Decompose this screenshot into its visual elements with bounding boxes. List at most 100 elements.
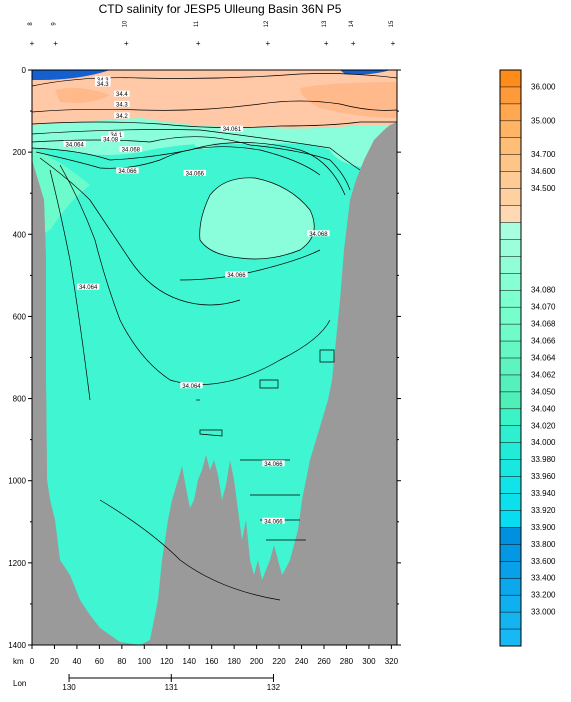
contour-label-bg bbox=[108, 131, 125, 138]
colorbar-swatch bbox=[500, 459, 521, 477]
station-number: 13 bbox=[322, 20, 328, 27]
station-marker: + bbox=[324, 39, 329, 48]
y-tick-label: 1000 bbox=[8, 477, 26, 486]
contour-label-bg bbox=[119, 146, 143, 153]
station-marker: + bbox=[351, 39, 356, 48]
colorbar-label: 33.980 bbox=[531, 455, 556, 464]
colorbar-swatch bbox=[500, 595, 521, 613]
x-tick-label: 40 bbox=[72, 657, 81, 666]
contour-label: 34.064 bbox=[182, 384, 201, 390]
contour-labels: 34.334.334.434.334.234.134.0834.06834.06… bbox=[63, 76, 330, 525]
station-number: 9 bbox=[52, 22, 58, 26]
colorbar-label: 33.920 bbox=[531, 506, 556, 515]
colorbar-swatch bbox=[500, 612, 521, 630]
colorbar-label: 34.070 bbox=[531, 303, 556, 312]
station-marker: + bbox=[53, 39, 58, 48]
contour-label-bg bbox=[307, 230, 330, 237]
colorbar-label: 33.960 bbox=[531, 472, 556, 481]
station-number: 11 bbox=[194, 20, 200, 27]
x-axis: km 0 20 40 60 80 100 120 140 160 180 200 220 240 260 28… bbox=[13, 645, 399, 666]
colorbar-label: 35.000 bbox=[531, 116, 556, 125]
contour-label: 34.066 bbox=[227, 273, 246, 279]
contour-label: 34.066 bbox=[118, 169, 137, 175]
colorbar-label: 33.800 bbox=[531, 540, 556, 549]
colorbar-swatch bbox=[500, 374, 521, 392]
colorbar-label: 33.000 bbox=[531, 608, 556, 617]
y-tick-label: 1200 bbox=[8, 559, 26, 568]
station-marker: + bbox=[391, 39, 396, 48]
station-marker: + bbox=[266, 39, 271, 48]
colorbar: 36.000 35.000 34.700 34.600 34.500 34.080 34.0… bbox=[499, 69, 556, 647]
colorbar-label: 34.066 bbox=[531, 337, 556, 346]
contour-label-bg bbox=[183, 169, 207, 176]
contour-label: 34.3 bbox=[116, 102, 128, 108]
colorbar-label: 34.040 bbox=[531, 404, 556, 413]
contour-label: 34.064 bbox=[65, 142, 84, 148]
colorbar-label: 34.700 bbox=[531, 150, 556, 159]
colorbar-swatch bbox=[500, 578, 521, 596]
colorbar-swatch bbox=[500, 137, 521, 155]
colorbar-swatch bbox=[500, 239, 521, 257]
y-tick-label: 1400 bbox=[8, 641, 26, 650]
colorbar-label: 34.050 bbox=[531, 387, 556, 396]
contour-label: 34.066 bbox=[186, 171, 205, 177]
y-tick-label: 800 bbox=[13, 395, 27, 404]
colorbar-swatch bbox=[500, 120, 521, 138]
surface-fresh-right bbox=[340, 70, 390, 75]
colorbar-label: 34.500 bbox=[531, 184, 556, 193]
station-number: 15 bbox=[389, 20, 395, 27]
x-tick-label: 220 bbox=[272, 657, 286, 666]
contour-label: 34.066 bbox=[264, 462, 283, 468]
lon-axis-label: Lon bbox=[13, 679, 26, 688]
x-tick-label: 300 bbox=[362, 657, 376, 666]
contour-label-bg bbox=[94, 76, 111, 83]
contour-label-bg bbox=[101, 135, 121, 142]
x-tick-label: 280 bbox=[340, 657, 354, 666]
colorbar-swatch bbox=[500, 290, 521, 308]
station-markers: 8 +9 +10 +11 +12 +13 +14 +15 + bbox=[28, 20, 396, 48]
colorbar-swatch bbox=[500, 70, 521, 87]
y-tick-label: 600 bbox=[13, 312, 27, 321]
colorbar-label: 34.020 bbox=[531, 421, 556, 430]
x-tick-label: 80 bbox=[117, 657, 126, 666]
land-mask bbox=[32, 122, 397, 645]
contour-label: 34.066 bbox=[264, 519, 283, 525]
colorbar-swatch bbox=[500, 476, 521, 494]
surface-hot-layer-left bbox=[55, 87, 110, 104]
contour-label: 34.068 bbox=[309, 232, 328, 238]
colorbar-swatch bbox=[500, 222, 521, 240]
colorbar-swatch bbox=[500, 205, 521, 223]
colorbar-swatch bbox=[500, 510, 521, 528]
colorbar-label: 33.200 bbox=[531, 591, 556, 600]
colorbar-swatch bbox=[500, 341, 521, 358]
surface-hot-layer-right bbox=[300, 82, 397, 118]
intermediate-water-left bbox=[32, 148, 90, 240]
intermediate-water-lens bbox=[199, 177, 315, 259]
colorbar-frame bbox=[499, 69, 522, 647]
intermediate-water-blob bbox=[195, 139, 214, 149]
lon-axis: Lon 130 131 132 bbox=[13, 674, 281, 692]
colorbar-label: 34.600 bbox=[531, 167, 556, 176]
station-marker: + bbox=[124, 39, 129, 48]
colorbar-swatch bbox=[500, 408, 521, 426]
colorbar-swatch bbox=[500, 527, 521, 545]
colorbar-swatch bbox=[500, 188, 521, 206]
contour-label-bg bbox=[63, 140, 86, 147]
y-tick-label: 0 bbox=[22, 66, 27, 75]
contour-label: 34.3 bbox=[97, 82, 109, 88]
colorbar-swatch bbox=[500, 358, 521, 375]
colorbar-label: 33.400 bbox=[531, 574, 556, 583]
x-tick-label: 160 bbox=[205, 657, 219, 666]
colorbar-swatch bbox=[500, 86, 521, 104]
land-overlap-left bbox=[32, 160, 60, 600]
colorbar-swatch bbox=[500, 493, 521, 511]
contour-label-bg bbox=[114, 112, 130, 119]
contour-label-bg bbox=[220, 125, 244, 132]
contour-label-bg bbox=[262, 460, 285, 467]
x-tick-label: 60 bbox=[95, 657, 104, 666]
x-tick-label: 260 bbox=[317, 657, 331, 666]
contour-label: 34.4 bbox=[116, 92, 128, 98]
colorbar-swatch bbox=[500, 561, 521, 579]
lon-tick-label: 131 bbox=[165, 683, 179, 692]
